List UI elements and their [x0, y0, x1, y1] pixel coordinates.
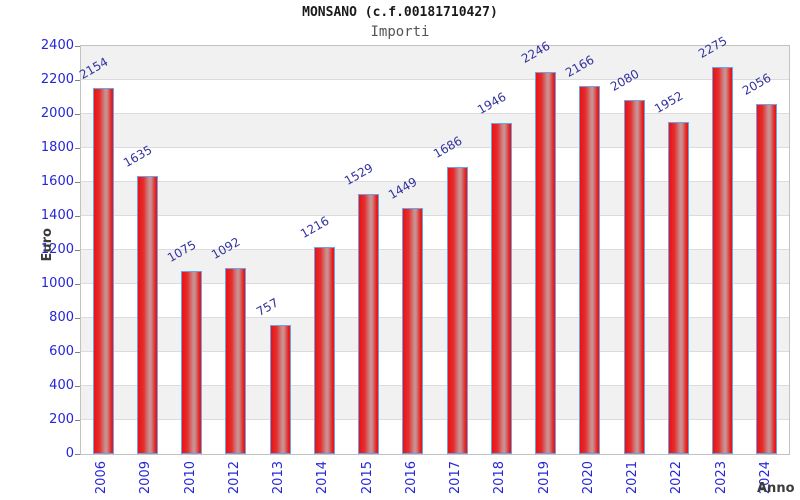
bar-2013 [270, 325, 291, 454]
x-tick-label: 2021 [625, 461, 641, 495]
plot-area: 2154 1635 1075 1092 757 1216 1529 1449 1686 1946 2… [77, 34, 790, 455]
y-tick-mark [75, 454, 80, 455]
x-tick-label: 2019 [536, 461, 552, 495]
bar-2015 [358, 194, 379, 454]
y-tick-label: 2000 [40, 106, 74, 121]
x-axis-title: Anno [757, 481, 795, 496]
x-tick-label: 2006 [94, 461, 110, 495]
x-tick-label: 2018 [492, 461, 508, 495]
y-tick-mark [75, 284, 80, 285]
y-tick-mark [75, 386, 80, 387]
gridline [81, 385, 789, 386]
gridline [81, 181, 789, 182]
y-tick-label: 1000 [40, 276, 74, 291]
y-tick-mark [75, 80, 80, 81]
y-tick-mark [75, 114, 80, 115]
y-tick-mark [75, 420, 80, 421]
x-tick-label: 2010 [182, 461, 198, 495]
x-tick-label: 2020 [580, 461, 596, 495]
y-tick-mark [75, 148, 80, 149]
bar-2024 [756, 104, 777, 454]
y-tick-label: 200 [49, 412, 74, 427]
grid-band [81, 80, 789, 114]
x-tick-label: 2012 [226, 461, 242, 495]
gridline [81, 317, 789, 318]
y-tick-label: 800 [49, 310, 74, 325]
bar-2020 [579, 86, 600, 454]
y-tick-mark [75, 250, 80, 251]
bar-2021 [624, 100, 645, 454]
x-tick-label: 2016 [403, 461, 419, 495]
gridline [81, 351, 789, 352]
grid-band [81, 46, 789, 80]
y-tick-label: 1400 [40, 208, 74, 223]
gridline [81, 215, 789, 216]
gridline [81, 283, 789, 284]
bar-2009 [137, 176, 158, 454]
y-axis-title: Euro [40, 228, 55, 262]
x-tick-label: 2022 [669, 461, 685, 495]
bar-2010 [181, 271, 202, 454]
x-tick-label: 2023 [713, 461, 729, 495]
chart-title: MONSANO (c.f.00181710427) [302, 5, 498, 20]
y-tick-mark [75, 216, 80, 217]
bar-2017 [447, 167, 468, 454]
y-tick-label: 2200 [40, 72, 74, 87]
x-tick-label: 2017 [448, 461, 464, 495]
x-tick-label: 2015 [359, 461, 375, 495]
bar-2022 [668, 122, 689, 454]
y-tick-label: 0 [65, 446, 74, 461]
gridline [81, 419, 789, 420]
x-tick-label: 2013 [271, 461, 287, 495]
bar-2023 [712, 67, 733, 454]
gridline [81, 249, 789, 250]
y-tick-label: 600 [49, 344, 74, 359]
bar-2018 [491, 123, 512, 454]
gridline [81, 147, 789, 148]
bar-2012 [225, 268, 246, 454]
x-tick-label: 2009 [138, 461, 154, 495]
y-tick-label: 1800 [40, 140, 74, 155]
gridline [81, 113, 789, 114]
y-tick-label: 400 [49, 378, 74, 393]
y-tick-mark [75, 46, 80, 47]
bar-2006 [93, 88, 114, 454]
y-tick-mark [75, 352, 80, 353]
bar-2019 [535, 72, 556, 454]
x-tick-label: 2014 [315, 461, 331, 495]
y-tick-mark [75, 182, 80, 183]
chart-subtitle: Importi [370, 24, 430, 40]
y-tick-label: 1600 [40, 174, 74, 189]
y-tick-label: 1200 [40, 242, 74, 257]
y-tick-mark [75, 318, 80, 319]
bar-2016 [402, 208, 423, 454]
gridline [81, 79, 789, 80]
bar-2014 [314, 247, 335, 454]
y-tick-label: 2400 [40, 38, 74, 53]
